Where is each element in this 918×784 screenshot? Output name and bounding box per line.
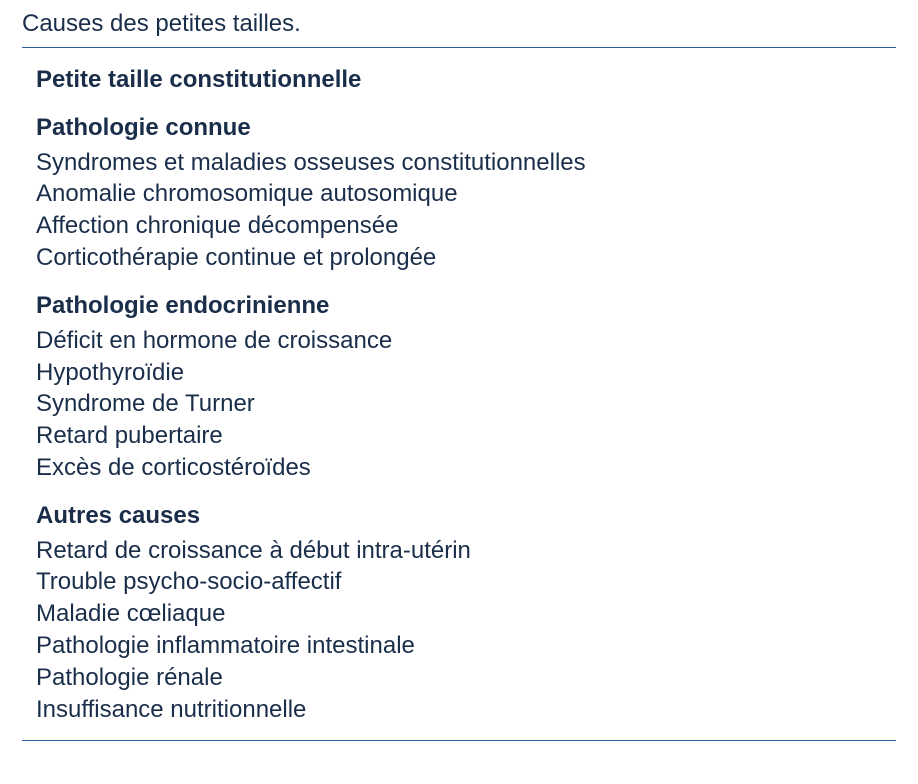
list-item: Retard de croissance à début intra-utéri… xyxy=(36,535,896,567)
section-items: Retard de croissance à début intra-utéri… xyxy=(36,535,896,726)
list-item: Maladie cœliaque xyxy=(36,598,896,630)
list-item: Hypothyroïdie xyxy=(36,357,896,389)
list-item: Pathologie inflammatoire intestinale xyxy=(36,630,896,662)
list-item: Affection chronique décompensée xyxy=(36,210,896,242)
section-items: Syndromes et maladies osseuses constitut… xyxy=(36,147,896,275)
section-constitutional: Petite taille constitutionnelle xyxy=(36,64,896,96)
section-items: Déficit en hormone de croissance Hypothy… xyxy=(36,325,896,485)
section-heading: Pathologie endocrinienne xyxy=(36,290,896,322)
list-item: Syndrome de Turner xyxy=(36,388,896,420)
list-item: Insuffisance nutritionnelle xyxy=(36,694,896,726)
list-item: Pathologie rénale xyxy=(36,662,896,694)
list-item: Déficit en hormone de croissance xyxy=(36,325,896,357)
table-body: Petite taille constitutionnelle Patholog… xyxy=(22,48,896,741)
section-endocrine: Pathologie endocrinienne Déficit en horm… xyxy=(36,290,896,484)
table-title: Causes des petites tailles. xyxy=(22,8,896,48)
list-item: Trouble psycho-socio-affectif xyxy=(36,566,896,598)
list-item: Retard pubertaire xyxy=(36,420,896,452)
list-item: Syndromes et maladies osseuses constitut… xyxy=(36,147,896,179)
list-item: Anomalie chromosomique autosomique xyxy=(36,178,896,210)
list-item: Excès de corticostéroïdes xyxy=(36,452,896,484)
section-other-causes: Autres causes Retard de croissance à déb… xyxy=(36,500,896,726)
section-known-pathology: Pathologie connue Syndromes et maladies … xyxy=(36,112,896,274)
section-heading: Pathologie connue xyxy=(36,112,896,144)
section-heading: Autres causes xyxy=(36,500,896,532)
list-item: Corticothérapie continue et prolongée xyxy=(36,242,896,274)
section-heading: Petite taille constitutionnelle xyxy=(36,64,896,96)
